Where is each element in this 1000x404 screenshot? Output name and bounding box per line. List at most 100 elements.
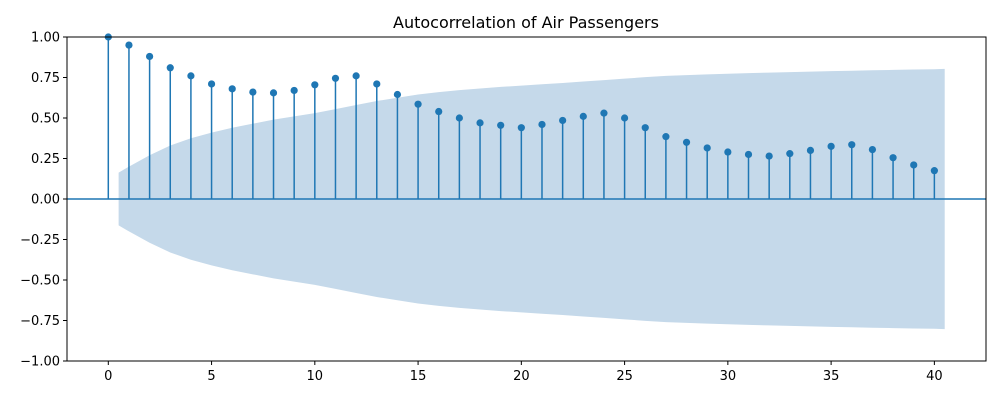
- stem-lag-37: [868, 145, 877, 199]
- x-tick-label: 10: [307, 369, 324, 384]
- stem-marker: [373, 80, 381, 88]
- x-tick-label: 0: [104, 369, 112, 384]
- stem-marker: [125, 41, 133, 49]
- stem-marker: [455, 114, 463, 122]
- stem-marker: [620, 114, 629, 122]
- stem-lag-32: [765, 152, 773, 199]
- stem-lag-36: [848, 141, 856, 199]
- stem-lag-5: [207, 80, 216, 199]
- stem-marker: [352, 72, 360, 80]
- stem-marker: [641, 124, 649, 132]
- stem-lag-31: [744, 150, 753, 199]
- stem-lag-20: [517, 124, 525, 199]
- x-tick-label: 5: [207, 369, 215, 384]
- chart-title: Autocorrelation of Air Passengers: [393, 13, 659, 32]
- stem-lag-6: [228, 85, 236, 199]
- stem-marker: [868, 145, 877, 154]
- stem-lag-10: [311, 81, 319, 199]
- stem-lag-23: [579, 112, 587, 199]
- y-tick-label: −0.50: [20, 274, 60, 289]
- stem-marker: [579, 112, 587, 120]
- stem-marker: [187, 72, 195, 80]
- stem-marker: [331, 74, 340, 82]
- stem-lag-34: [806, 146, 815, 199]
- stem-lag-13: [373, 80, 381, 199]
- stem-lag-14: [393, 90, 402, 199]
- stem-lag-38: [889, 154, 897, 199]
- stem-marker: [682, 138, 691, 146]
- stem-marker: [517, 124, 525, 132]
- stem-marker: [146, 52, 154, 61]
- stem-marker: [497, 121, 505, 129]
- stem-marker: [703, 144, 711, 152]
- y-tick-label: 0.00: [31, 193, 60, 208]
- stem-marker: [889, 154, 897, 162]
- stem-lag-3: [166, 64, 174, 199]
- stem-marker: [848, 141, 856, 149]
- stem-marker: [166, 64, 174, 72]
- stem-marker: [930, 167, 938, 175]
- stem-lag-24: [600, 109, 608, 199]
- stem-lag-2: [146, 52, 154, 199]
- stem-marker: [249, 88, 257, 96]
- stem-lag-19: [497, 121, 505, 199]
- stem-lag-30: [724, 148, 732, 199]
- stem-marker: [435, 107, 443, 116]
- stem-marker: [393, 90, 402, 99]
- stem-marker: [228, 85, 236, 93]
- stem-lag-8: [269, 89, 278, 199]
- stem-lag-27: [662, 133, 670, 199]
- stem-lag-29: [703, 144, 711, 199]
- stem-marker: [414, 100, 422, 108]
- stem-marker: [786, 150, 794, 158]
- stem-lag-18: [476, 119, 484, 199]
- stem-lag-15: [414, 100, 422, 199]
- stem-marker: [662, 133, 670, 141]
- stem-marker: [269, 89, 278, 97]
- x-tick-label: 15: [410, 369, 427, 384]
- stem-lag-40: [930, 167, 938, 199]
- stem-lag-26: [641, 124, 649, 199]
- stem-lag-4: [187, 72, 195, 199]
- stem-lag-11: [331, 74, 340, 199]
- stem-lag-7: [249, 88, 257, 199]
- y-tick-label: −1.00: [20, 355, 60, 370]
- y-tick-label: −0.25: [20, 233, 60, 248]
- ticks-layer: 0 5 10 15 20 25 30 35 40 −1.00 −0.75 −0.50 −0.25 0.00…: [20, 31, 942, 385]
- stem-lag-21: [538, 120, 546, 199]
- x-tick-label: 40: [926, 369, 943, 384]
- stem-lag-0: [104, 33, 112, 199]
- y-tick-label: 1.00: [31, 31, 60, 46]
- stem-lag-12: [352, 72, 360, 199]
- stem-lag-17: [455, 114, 463, 199]
- stem-marker: [765, 152, 773, 160]
- y-tick-label: 0.25: [31, 152, 60, 167]
- stem-marker: [207, 80, 216, 88]
- stem-lag-25: [620, 114, 629, 199]
- x-tick-label: 30: [720, 369, 737, 384]
- stem-marker: [744, 150, 753, 159]
- stem-marker: [806, 146, 815, 154]
- stem-marker: [559, 116, 567, 125]
- stem-lag-16: [435, 107, 443, 199]
- stem-marker: [827, 142, 835, 150]
- stem-layer: [104, 33, 938, 199]
- stem-lag-1: [125, 41, 133, 199]
- y-tick-label: 0.75: [31, 71, 60, 86]
- y-tick-label: 0.50: [31, 112, 60, 127]
- stem-marker: [290, 86, 298, 95]
- stem-marker: [724, 148, 732, 156]
- stem-marker: [476, 119, 484, 127]
- x-tick-label: 20: [513, 369, 530, 384]
- stem-marker: [538, 120, 546, 129]
- stem-marker: [600, 109, 608, 117]
- stem-lag-28: [682, 138, 691, 199]
- y-tick-label: −0.75: [20, 314, 60, 329]
- x-tick-label: 25: [616, 369, 633, 384]
- stem-lag-39: [910, 161, 918, 199]
- x-tick-label: 35: [823, 369, 840, 384]
- stem-marker: [311, 81, 319, 89]
- stem-lag-9: [290, 86, 298, 199]
